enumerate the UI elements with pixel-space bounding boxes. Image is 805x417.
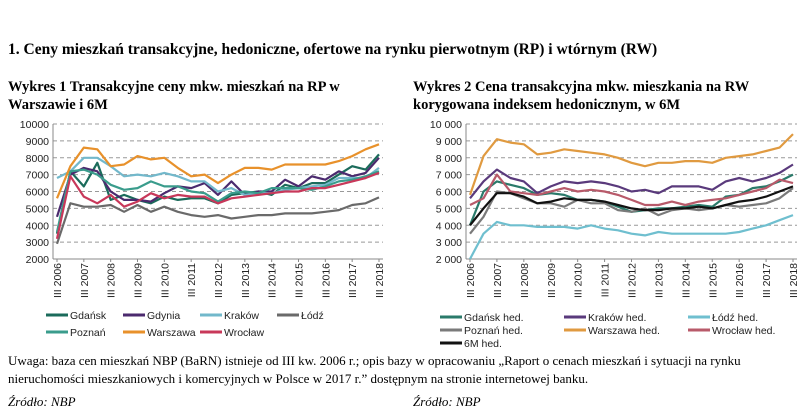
x-tick-label: III 2015: [294, 263, 306, 298]
note-text: Uwaga: baza cen mieszkań NBP (BaRN) istn…: [8, 353, 741, 386]
series-line-poznań: [55, 168, 380, 233]
x-tick-label: III 2017: [347, 263, 359, 298]
y-tick-label: 8000: [26, 153, 50, 165]
x-tick-label: III 2008: [106, 263, 118, 298]
y-tick-label: 4000: [26, 220, 50, 232]
y-tick-label: 7000: [26, 170, 50, 182]
legend-label: Warszawa: [147, 327, 196, 339]
x-tick-label: III 2007: [79, 263, 91, 298]
series-line-wrocław: [55, 171, 380, 240]
legend-label: Poznań: [70, 327, 106, 339]
x-tick-label: III 2010: [159, 263, 171, 298]
x-tick-label: III 2006: [52, 263, 64, 298]
source-left: Źródło: NBP: [8, 394, 76, 409]
x-tick-label: III 2012: [213, 263, 225, 298]
y-tick-label: 2000: [26, 254, 50, 266]
y-tick-label: 6000: [26, 187, 50, 199]
legend-label: Łódź: [301, 310, 324, 322]
legend-label: Gdańsk: [70, 310, 107, 322]
source-right: Źródło: NBP: [413, 394, 481, 409]
x-tick-label: III 2013: [240, 263, 252, 298]
legend-label: Gdynia: [147, 310, 180, 322]
legend-label: Kraków: [224, 310, 259, 322]
legend-label: Wrocław: [224, 327, 264, 339]
series-line-łódź: [55, 196, 380, 245]
x-tick-label: III 2014: [267, 263, 279, 298]
x-tick-label: III 2018: [374, 263, 386, 298]
x-tick-label: III 2016: [320, 263, 332, 298]
x-tick-label: III 2011: [186, 263, 198, 297]
section-heading: 1. Ceny mieszkań transakcyjne, hedoniczn…: [8, 41, 658, 58]
chart-2-title: Wykres 2 Cena transakcyjna mkw. mieszkan…: [413, 79, 749, 113]
y-tick-label: 10000: [20, 119, 49, 131]
x-tick-label: III 2009: [133, 263, 145, 298]
y-tick-label: 3000: [26, 237, 50, 249]
y-tick-label: 9000: [26, 136, 50, 148]
y-tick-label: 5000: [26, 203, 50, 215]
series-line-gdynia: [55, 157, 380, 218]
chart-1-title: Wykres 1 Transakcyjne ceny mkw. mieszkań…: [8, 79, 340, 113]
series-line-warszawa: [55, 143, 380, 199]
